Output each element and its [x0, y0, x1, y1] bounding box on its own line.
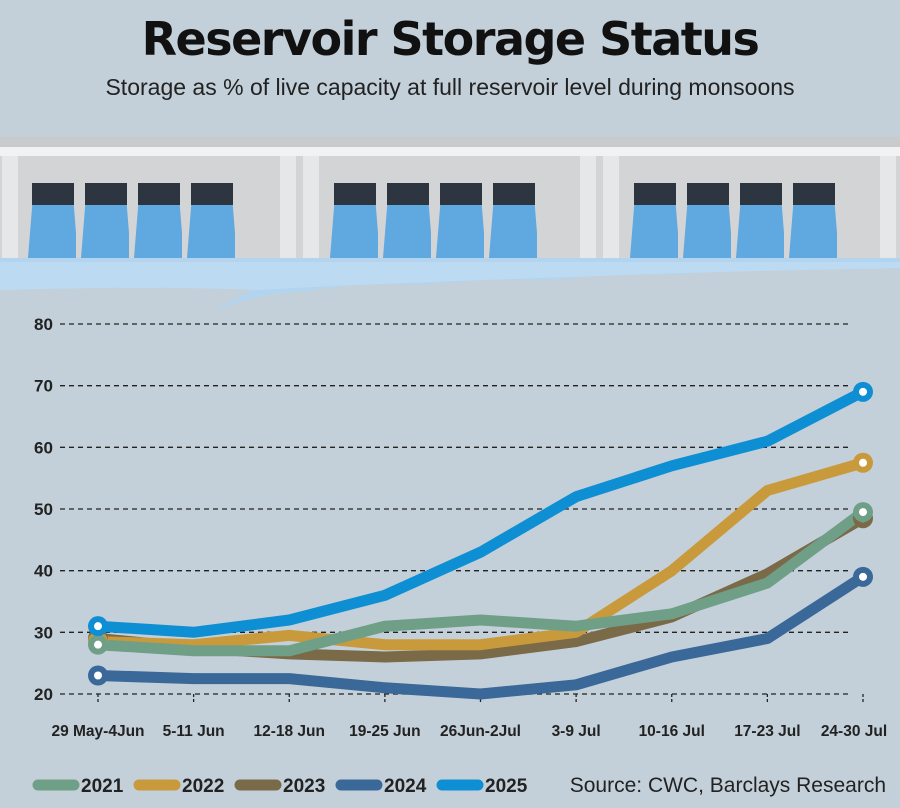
y-tick-label: 70 — [34, 377, 53, 396]
endpoint-dot-2024 — [859, 572, 867, 581]
gate-opening — [387, 183, 429, 205]
chart-subtitle: Storage as % of live capacity at full re… — [105, 74, 795, 100]
series-line-2022 — [92, 457, 869, 651]
gate-pier — [378, 183, 384, 258]
gate-pier — [431, 183, 437, 258]
gate-opening — [85, 183, 127, 205]
grid-lines — [60, 323, 852, 695]
y-tick-label: 50 — [34, 500, 53, 519]
series-lines — [88, 381, 873, 700]
x-axis: 29 May-4Jun 5-11 Jun 12-18 Jun 19-25 Jun 26J… — [51, 694, 887, 740]
source-note: Source: CWC, Barclays Research — [569, 774, 886, 797]
endpoint-dot-2022 — [859, 458, 867, 467]
series-line-2025 — [92, 386, 869, 638]
gate-pier — [76, 183, 82, 258]
gate-pier — [182, 183, 188, 258]
legend-label-2022: 2022 — [182, 776, 224, 797]
y-axis: 20 30 40 50 60 70 80 — [34, 315, 53, 704]
y-tick-label: 20 — [34, 685, 53, 704]
spillway-gates — [28, 183, 843, 258]
gate-pier — [678, 183, 684, 258]
gate-opening — [191, 183, 233, 205]
y-tick-label: 60 — [34, 438, 53, 457]
dam-illustration — [0, 137, 900, 310]
x-tick-label: 19-25 Jun — [349, 723, 421, 740]
endpoint-dot-2025 — [94, 622, 102, 631]
gate-opening — [440, 183, 482, 205]
x-tick-label: 12-18 Jun — [253, 723, 325, 740]
x-tick-label: 10-16 Jul — [639, 723, 705, 740]
x-tick-label: 3-9 Jul — [552, 723, 601, 740]
gate-pier — [235, 183, 241, 258]
gate-opening — [687, 183, 729, 205]
x-tick-label: 5-11 Jun — [163, 723, 225, 740]
gate-pier — [537, 183, 543, 258]
y-tick-label: 80 — [34, 315, 53, 334]
gate-opening — [138, 183, 180, 205]
gate-opening — [493, 183, 535, 205]
gate-pier — [837, 183, 843, 258]
gate-opening — [634, 183, 676, 205]
endpoint-dot-2021 — [859, 508, 867, 517]
x-tick-label: 17-23 Jul — [734, 723, 800, 740]
endpoint-dot-2025 — [859, 387, 867, 396]
endpoint-dot-2024 — [94, 671, 102, 680]
series-line-2021 — [92, 506, 869, 657]
gate-opening — [32, 183, 74, 205]
legend-label-2023: 2023 — [283, 776, 325, 797]
gate-opening — [793, 183, 835, 205]
gate-opening — [334, 183, 376, 205]
legend-label-2025: 2025 — [485, 776, 528, 797]
legend-label-2021: 2021 — [81, 776, 124, 797]
gate-pier — [129, 183, 135, 258]
gate-pier — [484, 183, 490, 258]
gate-opening — [740, 183, 782, 205]
legend-label-2024: 2024 — [384, 776, 427, 797]
x-tick-label: 26Jun-2Jul — [440, 723, 521, 740]
x-tick-label: 24-30 Jul — [821, 723, 887, 740]
gate-pier — [731, 183, 737, 258]
chart-title: Reservoir Storage Status — [141, 12, 760, 66]
endpoint-dot-2021 — [94, 640, 102, 649]
y-tick-label: 40 — [34, 562, 53, 581]
gate-pier — [784, 183, 790, 258]
y-tick-label: 30 — [34, 623, 53, 642]
series-line-2024 — [92, 571, 869, 700]
legend: 2021 2022 2023 2024 2025 — [32, 776, 528, 797]
x-tick-label: 29 May-4Jun — [51, 723, 144, 740]
